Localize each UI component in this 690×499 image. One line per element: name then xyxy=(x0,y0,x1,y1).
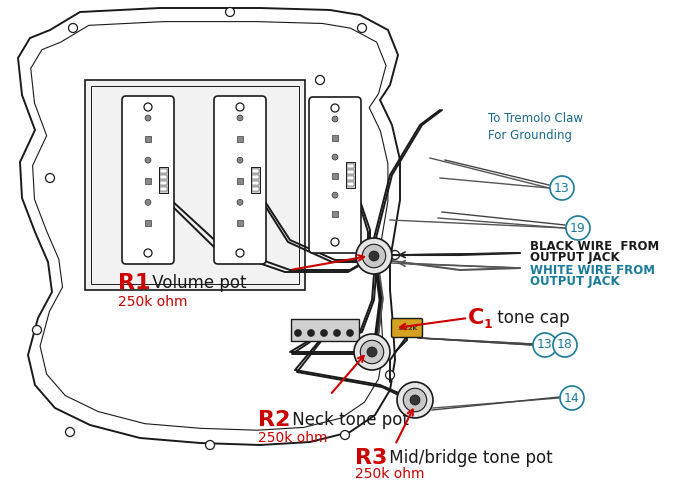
Bar xyxy=(347,170,354,174)
Circle shape xyxy=(331,104,339,112)
FancyBboxPatch shape xyxy=(145,221,151,227)
Circle shape xyxy=(68,23,77,32)
Circle shape xyxy=(66,428,75,437)
Text: OUTPUT JACK: OUTPUT JACK xyxy=(530,275,620,288)
Text: .022K: .022K xyxy=(397,325,417,330)
Text: R3: R3 xyxy=(355,448,387,468)
Text: To Tremolo Claw
For Grounding: To Tremolo Claw For Grounding xyxy=(488,112,583,142)
Bar xyxy=(347,164,354,168)
FancyBboxPatch shape xyxy=(332,211,338,217)
Circle shape xyxy=(145,157,151,163)
FancyBboxPatch shape xyxy=(145,178,151,184)
Bar xyxy=(291,319,359,341)
Circle shape xyxy=(295,329,302,336)
Bar xyxy=(91,86,299,284)
Circle shape xyxy=(553,333,577,357)
Circle shape xyxy=(144,103,152,111)
Text: Mid/bridge tone pot: Mid/bridge tone pot xyxy=(384,449,553,467)
Circle shape xyxy=(391,250,400,259)
Bar xyxy=(252,187,259,191)
Bar xyxy=(160,175,167,179)
Circle shape xyxy=(333,329,340,336)
Circle shape xyxy=(237,199,243,205)
Circle shape xyxy=(332,116,338,122)
Circle shape xyxy=(308,329,315,336)
Circle shape xyxy=(533,333,557,357)
Circle shape xyxy=(367,347,377,357)
Bar xyxy=(85,80,305,290)
Circle shape xyxy=(362,245,386,267)
Circle shape xyxy=(354,334,390,370)
Text: 250k ohm: 250k ohm xyxy=(355,467,424,481)
Text: C: C xyxy=(468,308,484,328)
Bar xyxy=(159,167,168,193)
Circle shape xyxy=(320,329,328,336)
FancyBboxPatch shape xyxy=(237,178,243,184)
Circle shape xyxy=(237,157,243,163)
Circle shape xyxy=(369,251,379,261)
FancyBboxPatch shape xyxy=(332,135,338,141)
Bar xyxy=(347,176,354,180)
Text: 250k ohm: 250k ohm xyxy=(258,431,328,445)
Circle shape xyxy=(331,238,339,246)
Text: 14: 14 xyxy=(564,392,580,405)
FancyBboxPatch shape xyxy=(145,136,151,142)
Circle shape xyxy=(46,174,55,183)
Bar xyxy=(160,181,167,185)
Circle shape xyxy=(206,441,215,450)
Circle shape xyxy=(360,340,384,364)
Circle shape xyxy=(357,23,366,32)
Text: tone cap: tone cap xyxy=(492,309,570,327)
FancyBboxPatch shape xyxy=(237,136,243,142)
Bar xyxy=(346,162,355,188)
Circle shape xyxy=(236,249,244,257)
Circle shape xyxy=(386,370,395,380)
Circle shape xyxy=(332,154,338,160)
Circle shape xyxy=(226,7,235,16)
Circle shape xyxy=(32,325,41,334)
Bar xyxy=(160,169,167,173)
Circle shape xyxy=(145,199,151,205)
FancyBboxPatch shape xyxy=(214,96,266,264)
Circle shape xyxy=(145,115,151,121)
Bar xyxy=(252,175,259,179)
Text: Volume pot: Volume pot xyxy=(147,274,246,292)
Circle shape xyxy=(346,329,353,336)
Circle shape xyxy=(560,386,584,410)
Bar xyxy=(160,187,167,191)
Circle shape xyxy=(403,388,426,412)
Text: R1: R1 xyxy=(118,273,150,293)
Circle shape xyxy=(397,382,433,418)
Bar xyxy=(251,167,260,193)
Text: WHITE WIRE FROM: WHITE WIRE FROM xyxy=(530,263,655,276)
Bar xyxy=(347,182,354,186)
Text: 18: 18 xyxy=(557,338,573,351)
Text: Neck tone pot: Neck tone pot xyxy=(287,411,409,429)
Circle shape xyxy=(356,238,392,274)
FancyBboxPatch shape xyxy=(332,173,338,179)
Circle shape xyxy=(550,176,574,200)
Circle shape xyxy=(410,395,420,405)
FancyBboxPatch shape xyxy=(391,318,422,337)
Bar xyxy=(252,181,259,185)
Text: BLACK WIRE  FROM: BLACK WIRE FROM xyxy=(530,240,659,252)
Circle shape xyxy=(237,115,243,121)
Text: 13: 13 xyxy=(537,338,553,351)
Text: 1: 1 xyxy=(484,317,493,330)
Text: 250k ohm: 250k ohm xyxy=(118,295,188,309)
FancyBboxPatch shape xyxy=(122,96,174,264)
Circle shape xyxy=(340,431,350,440)
Circle shape xyxy=(144,249,152,257)
Text: OUTPUT JACK: OUTPUT JACK xyxy=(530,251,620,264)
FancyBboxPatch shape xyxy=(237,221,243,227)
Circle shape xyxy=(332,192,338,198)
Text: R2: R2 xyxy=(258,410,290,430)
Circle shape xyxy=(315,75,324,84)
Circle shape xyxy=(236,103,244,111)
Bar xyxy=(252,169,259,173)
Circle shape xyxy=(566,216,590,240)
Text: 19: 19 xyxy=(570,222,586,235)
Text: 13: 13 xyxy=(554,182,570,195)
FancyBboxPatch shape xyxy=(309,97,361,253)
